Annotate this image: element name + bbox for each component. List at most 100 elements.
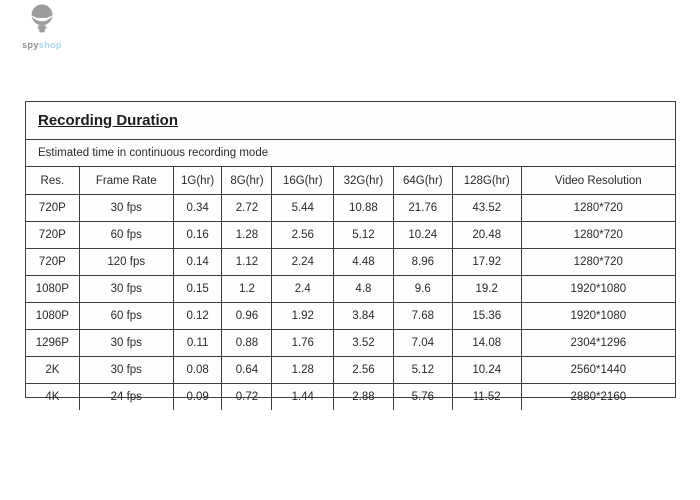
table-cell: 5.76 [392,383,453,410]
table-row: 1080P 30 fps 0.15 1.2 2.4 4.8 9.6 19.2 1920*1080 [26,275,675,303]
spyshop-logo: spyshop [16,3,68,50]
table-cell: 1.76 [271,329,335,357]
table-body: 720P 30 fps 0.34 2.72 5.44 10.88 21.76 43.52 128… [26,194,675,410]
table-cell: 1.2 [221,275,273,303]
table-header-cell: 8G(hr) [221,167,273,195]
table-cell: 0.14 [172,248,223,276]
table-cell: 1280*720 [520,248,675,276]
table-cell: 120 fps [78,248,174,276]
table-cell: 0.64 [221,356,273,384]
table-cell: 11.52 [451,383,522,410]
table-cell: 4.48 [333,248,394,276]
table-row: 2K 30 fps 0.08 0.64 1.28 2.56 5.12 10.24 2560*14… [26,356,675,384]
table-cell: 30 fps [78,356,174,384]
table-row: 1296P 30 fps 0.11 0.88 1.76 3.52 7.04 14.08 2304… [26,329,675,357]
table-cell: 19.2 [451,275,522,303]
table-cell: 0.34 [172,194,223,222]
table-cell: 1920*1080 [520,302,675,330]
table-cell: 2.72 [221,194,273,222]
table-cell: 1.12 [221,248,273,276]
table-header-row: Res. Frame Rate 1G(hr) 8G(hr) 16G(hr) 32G(hr)… [26,167,675,195]
table-cell: 1080P [26,275,80,303]
table-header-cell: Video Resolution [520,167,675,195]
table-cell: 14.08 [451,329,522,357]
table-cell: 7.68 [392,302,453,330]
table-cell: 2.88 [333,383,394,410]
table-cell: 2560*1440 [520,356,675,384]
recording-duration-panel: Recording Duration Estimated time in con… [25,101,676,410]
table-cell: 8.96 [392,248,453,276]
table-cell: 0.72 [221,383,273,410]
table-cell: 5.12 [392,356,453,384]
table-row: 720P 120 fps 0.14 1.12 2.24 4.48 8.96 17.92 1280… [26,248,675,276]
table-cell: 1296P [26,329,80,357]
table-cell: 30 fps [78,329,174,357]
table-row: 1080P 60 fps 0.12 0.96 1.92 3.84 7.68 15.36 1920… [26,302,675,330]
spy-mascot-icon [31,4,53,33]
table-cell: 10.88 [333,194,394,222]
table-cell: 0.08 [172,356,223,384]
panel-subtitle: Estimated time in continuous recording m… [26,140,675,167]
table-cell: 0.15 [172,275,223,303]
table-cell: 5.44 [271,194,335,222]
table-cell: 1.28 [221,221,273,249]
table-header-cell: 128G(hr) [451,167,522,195]
table-cell: 0.88 [221,329,273,357]
table-header-cell: 32G(hr) [333,167,394,195]
table-cell: 2880*2160 [520,383,675,410]
table-cell: 0.12 [172,302,223,330]
table-header-cell: 16G(hr) [271,167,335,195]
table-cell: 3.84 [333,302,394,330]
table-cell: 2K [26,356,80,384]
table-cell: 15.36 [451,302,522,330]
table-header-cell: 64G(hr) [392,167,453,195]
table-cell: 2.56 [333,356,394,384]
table-cell: 1.44 [271,383,335,410]
table-cell: 3.52 [333,329,394,357]
brand-shop-text: shop [38,40,62,50]
table-cell: 30 fps [78,194,174,222]
table-header-cell: Frame Rate [78,167,174,195]
brand-spy-text: spy [22,40,39,50]
brand-wordmark[interactable]: spyshop [16,40,68,50]
table-cell: 2.4 [271,275,335,303]
table-cell: 4.8 [333,275,394,303]
table-cell: 10.24 [451,356,522,384]
table-cell: 10.24 [392,221,453,249]
table-cell: 60 fps [78,302,174,330]
table-cell: 1280*720 [520,221,675,249]
table-cell: 1.28 [271,356,335,384]
table-cell: 720P [26,194,80,222]
table-header-cell: Res. [26,167,80,195]
recording-duration-table: Res. Frame Rate 1G(hr) 8G(hr) 16G(hr) 32G(hr)… [26,167,675,410]
table-cell: 20.48 [451,221,522,249]
table-cell: 1920*1080 [520,275,675,303]
table-cell: 1.92 [271,302,335,330]
table-row: 4K 24 fps 0.09 0.72 1.44 2.88 5.76 11.52 2880*21… [26,383,675,410]
table-cell: 0.96 [221,302,273,330]
table-cell: 0.09 [172,383,223,410]
table-cell: 0.16 [172,221,223,249]
table-cell: 30 fps [78,275,174,303]
table-cell: 43.52 [451,194,522,222]
table-cell: 9.6 [392,275,453,303]
table-row: 720P 60 fps 0.16 1.28 2.56 5.12 10.24 20.48 1280… [26,221,675,249]
table-cell: 4K [26,383,80,410]
table-cell: 24 fps [78,383,174,410]
table-cell: 7.04 [392,329,453,357]
table-cell: 720P [26,248,80,276]
table-cell: 17.92 [451,248,522,276]
table-cell: 21.76 [392,194,453,222]
table-row: 720P 30 fps 0.34 2.72 5.44 10.88 21.76 43.52 128… [26,194,675,222]
table-cell: 0.11 [172,329,223,357]
table-cell: 5.12 [333,221,394,249]
panel-title: Recording Duration [38,112,179,129]
table-cell: 2304*1296 [520,329,675,357]
table-header-cell: 1G(hr) [172,167,223,195]
table-cell: 2.24 [271,248,335,276]
table-cell: 1080P [26,302,80,330]
table-cell: 60 fps [78,221,174,249]
table-cell: 720P [26,221,80,249]
table-cell: 1280*720 [520,194,675,222]
